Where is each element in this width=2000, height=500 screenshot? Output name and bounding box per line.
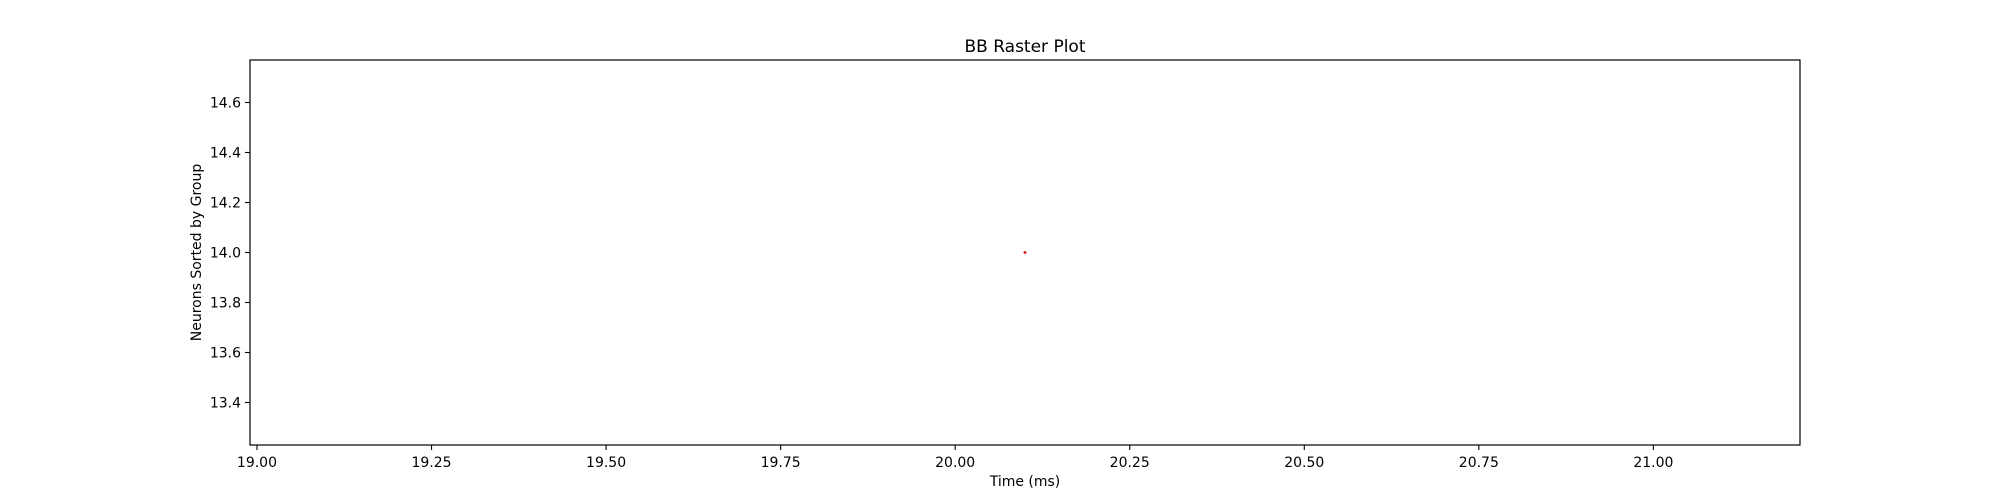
y-tick-label: 14.4: [210, 146, 241, 162]
x-axis-label: Time (ms): [989, 474, 1061, 490]
plot-area-frame: [249, 59, 1801, 446]
y-axis-ticks: 13.4 13.6 13.8 14.0 14.2 14.4 14.6: [210, 96, 250, 412]
y-tick-label: 14.6: [210, 96, 241, 112]
spike-points: [1023, 251, 1027, 254]
y-tick-label: 13.8: [210, 296, 241, 312]
x-tick-label: 20.00: [935, 455, 975, 471]
x-tick-label: 20.75: [1459, 455, 1499, 471]
x-tick-label: 19.25: [411, 455, 451, 471]
y-tick-label: 14.2: [210, 196, 241, 212]
x-tick-label: 19.75: [761, 455, 801, 471]
x-tick-label: 20.50: [1284, 455, 1324, 471]
y-tick-label: 13.6: [210, 346, 241, 362]
x-axis-ticks: 19.00 19.25 19.50 19.75 20.00 20.25 20.50 20.75…: [237, 445, 1673, 471]
y-axis-label: Neurons Sorted by Group: [189, 164, 205, 342]
x-tick-label: 19.50: [586, 455, 626, 471]
spike-point: [1023, 251, 1027, 254]
x-tick-label: 20.25: [1110, 455, 1150, 471]
chart-title: BB Raster Plot: [964, 37, 1085, 57]
x-tick-label: 21.00: [1633, 455, 1673, 471]
x-tick-label: 19.00: [237, 455, 277, 471]
y-tick-label: 13.4: [210, 396, 241, 412]
y-tick-label: 14.0: [210, 246, 241, 262]
